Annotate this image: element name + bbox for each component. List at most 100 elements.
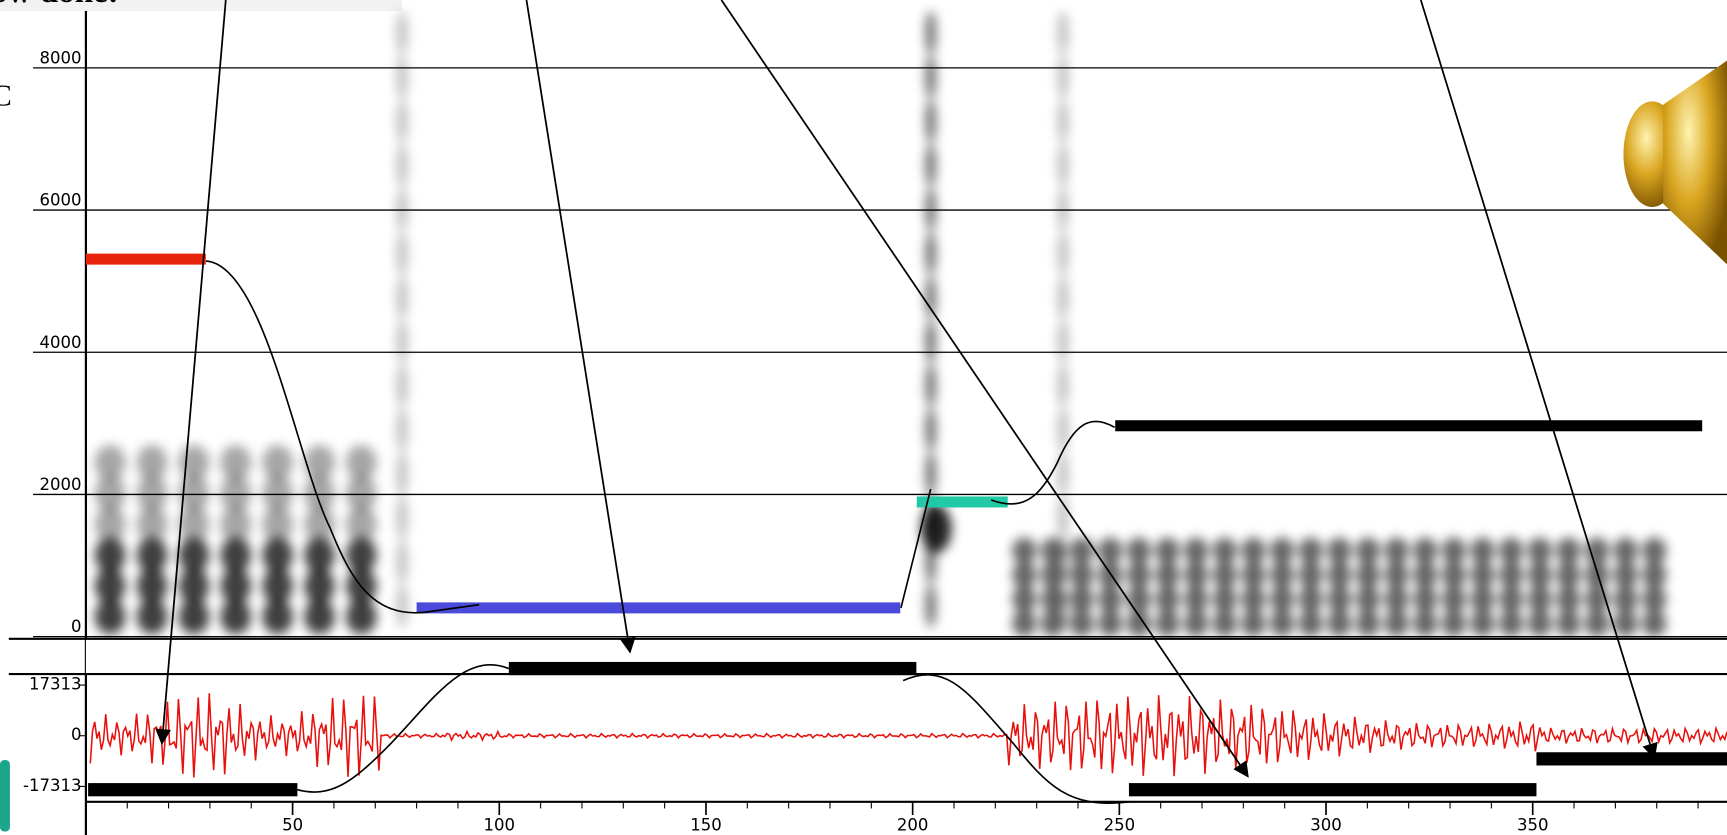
spectral-energy — [1613, 585, 1638, 613]
spectral-energy — [925, 187, 937, 232]
spectral-energy — [94, 599, 126, 635]
spectral-energy — [1642, 537, 1667, 564]
spectral-energy — [1057, 55, 1069, 100]
spectral-energy — [1155, 537, 1180, 564]
x-tick-label: 350 — [1517, 815, 1549, 834]
spectral-energy — [1184, 585, 1209, 613]
spectral-energy — [1057, 583, 1069, 628]
spectral-energy — [136, 506, 168, 542]
spectral-energy — [1527, 537, 1552, 564]
title-bg — [0, 0, 403, 12]
spectral-energy — [136, 444, 168, 481]
spectral-energy — [262, 568, 293, 604]
arrow — [720, 0, 1249, 778]
spectral-energy — [1184, 610, 1209, 637]
spectral-energy — [1269, 585, 1295, 613]
spectral-energy — [1069, 537, 1094, 564]
tier-bar — [508, 661, 917, 676]
arrow — [1419, 0, 1658, 760]
spectral-energy — [396, 407, 408, 452]
spectral-energy — [1584, 561, 1610, 589]
spectral-energy — [178, 599, 210, 635]
spectral-energy — [396, 583, 408, 628]
spectral-energy — [1069, 585, 1094, 613]
spectral-energy — [396, 143, 408, 188]
spectral-energy — [396, 55, 408, 100]
spectral-energy — [1470, 585, 1495, 613]
connector — [297, 663, 510, 793]
spectral-energy — [1069, 610, 1094, 637]
spectral-energy — [1384, 537, 1409, 564]
spectral-energy — [136, 568, 168, 604]
x-tick-label: 300 — [1310, 815, 1342, 834]
spectral-energy — [925, 99, 937, 144]
x-tick-label: 200 — [897, 815, 929, 834]
connectors — [205, 260, 1130, 804]
spectral-energy — [262, 599, 293, 635]
spectral-energy — [220, 475, 252, 512]
spectral-energy — [396, 231, 408, 276]
spectral-energy — [925, 55, 937, 100]
spectral-energy — [1613, 561, 1638, 589]
spectral-energy — [1441, 585, 1466, 613]
y-tick-label: 0 — [71, 617, 82, 636]
spectral-energy — [1241, 561, 1266, 589]
spectral-energy — [1298, 537, 1323, 564]
spectral-energy — [1057, 539, 1069, 584]
spectral-energy — [1155, 561, 1180, 589]
speaker-icon — [1623, 60, 1727, 265]
spectral-energy — [396, 11, 408, 56]
spectral-energy — [396, 187, 408, 232]
spectral-energy — [1355, 610, 1381, 637]
spectrogram — [94, 11, 1667, 637]
spectral-energy — [1441, 537, 1466, 564]
spectral-energy — [1057, 11, 1069, 56]
waveform — [89, 693, 1727, 778]
spectral-energy — [1584, 610, 1610, 637]
connector — [990, 420, 1116, 505]
spectral-energy — [94, 537, 126, 573]
spectral-energy — [1499, 585, 1524, 613]
x-tick-label: 250 — [1104, 815, 1136, 834]
spectral-energy — [1613, 537, 1638, 564]
spectral-energy — [1269, 561, 1295, 589]
spectral-energy — [1057, 143, 1069, 188]
spectral-energy — [1556, 561, 1581, 589]
side-letter: C — [0, 79, 12, 113]
y-tick-label: 2000 — [39, 475, 81, 494]
spectral-energy — [396, 495, 408, 540]
spectral-energy — [220, 444, 252, 481]
arrows — [155, 0, 1658, 778]
spectral-energy — [178, 444, 210, 481]
spectral-energy — [925, 11, 937, 56]
connector — [205, 260, 480, 614]
spectral-energy — [262, 444, 293, 481]
spectral-energy — [1126, 561, 1151, 589]
spectral-energy — [1012, 537, 1037, 564]
spectral-energy — [1413, 610, 1438, 637]
spectral-energy — [1057, 407, 1069, 452]
spectral-energy — [345, 506, 377, 542]
spectral-energy — [1327, 537, 1352, 564]
arrow — [155, 0, 227, 746]
spectral-energy — [1298, 585, 1323, 613]
spectral-energy — [1269, 537, 1295, 564]
spectral-energy — [262, 506, 293, 542]
spectral-energy — [345, 475, 377, 512]
spectral-energy — [1241, 585, 1266, 613]
spectral-energy — [1556, 585, 1581, 613]
axes: 0 2000 4000 6000 8000 17313 0 -17313 50 100 150 200… — [23, 11, 1727, 835]
spectral-energy — [1126, 537, 1151, 564]
spectral-energy — [94, 444, 126, 481]
formant-bar — [416, 602, 901, 614]
wave-tick-label: 17313 — [29, 674, 82, 693]
spectral-energy — [1098, 610, 1123, 637]
spectral-energy — [136, 599, 168, 635]
spectral-energy — [1527, 610, 1552, 637]
spectral-energy — [1212, 585, 1237, 613]
spectral-energy — [1298, 610, 1323, 637]
spectral-energy — [303, 506, 335, 542]
spectral-energy — [925, 231, 937, 276]
spectral-energy — [1470, 610, 1495, 637]
